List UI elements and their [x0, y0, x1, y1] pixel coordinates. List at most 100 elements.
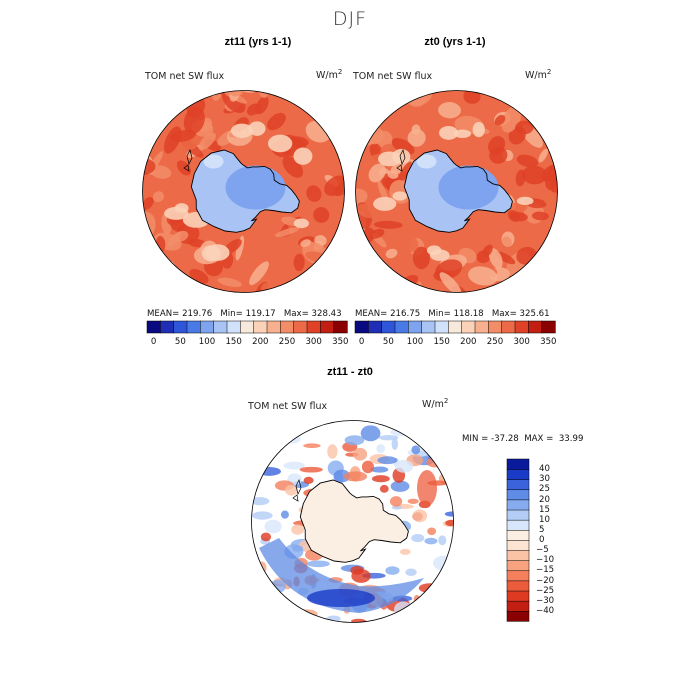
colorbar-swatch	[506, 468, 530, 480]
colorbar-tick-label: 350	[540, 337, 557, 347]
colorbar-swatch	[528, 320, 543, 334]
colorbar-ticks-1: 0 50 100 150 200 250 300 350	[147, 337, 349, 349]
colorbar-swatch	[506, 560, 530, 572]
colorbar-3	[506, 458, 530, 622]
colorbar-tick-label: 15	[539, 504, 550, 515]
map-border	[355, 90, 558, 293]
map-border	[251, 420, 454, 623]
units-label-1: W/m2	[316, 68, 343, 82]
mean-value-1: 219.76	[182, 309, 213, 319]
colorbar-tick-label: −5	[536, 545, 549, 556]
colorbar-swatch	[306, 320, 321, 334]
colorbar-tick-label: 40	[539, 464, 550, 475]
colorbar-tick-label: 150	[225, 337, 242, 347]
colorbar-ticks-3: 40 30 25 20 15 10 5 0 −5 −10 −15 −20 −25 −30 −40	[536, 459, 576, 621]
panel-title-2: zt0 (yrs 1-1)	[424, 36, 486, 48]
colorbar-tick-label: 20	[539, 494, 550, 505]
colorbar-swatch	[146, 320, 161, 334]
colorbar-tick-label: 150	[433, 337, 450, 347]
colorbar-swatch	[226, 320, 241, 334]
colorbar-swatch	[421, 320, 436, 334]
colorbar-swatch	[173, 320, 188, 334]
colorbar-swatch	[280, 320, 295, 334]
colorbar-tick-label: 300	[305, 337, 322, 347]
figure-title: DJF	[332, 8, 368, 30]
min-value-2: 118.18	[453, 309, 484, 319]
colorbar-tick-label: −10	[536, 555, 555, 566]
colorbar-tick-label: 250	[486, 337, 504, 347]
colorbar-swatch	[186, 320, 201, 334]
variable-label-1: TOM net SW flux	[145, 71, 225, 82]
max-value-1: 328.43	[311, 309, 342, 319]
map-border	[142, 90, 345, 293]
colorbar-swatch	[160, 320, 175, 334]
colorbar-tick-label: 50	[382, 337, 394, 347]
colorbar-tick-label: −25	[536, 585, 555, 596]
colorbar-2	[354, 320, 556, 334]
colorbar-swatch	[506, 580, 530, 592]
colorbar-swatch	[514, 320, 529, 334]
colorbar-swatch	[240, 320, 255, 334]
colorbar-tick-label: 100	[406, 337, 424, 347]
colorbar-swatch	[293, 320, 308, 334]
colorbar-tick-label: 350	[332, 337, 349, 347]
colorbar-swatch	[506, 600, 530, 612]
colorbar-swatch	[320, 320, 335, 334]
colorbar-tick-label: −20	[536, 575, 555, 586]
colorbar-tick-label: 300	[513, 337, 530, 347]
colorbar-tick-label: −30	[536, 595, 555, 606]
colorbar-swatch	[506, 590, 530, 602]
colorbar-tick-label: 30	[539, 474, 550, 485]
colorbar-swatch	[506, 539, 530, 551]
min-value-1: 119.17	[245, 309, 276, 319]
colorbar-swatch	[506, 570, 530, 582]
colorbar-tick-label: 100	[198, 337, 216, 347]
colorbar-swatch	[506, 610, 530, 622]
colorbar-tick-label: 0	[539, 535, 545, 545]
colorbar-swatch	[506, 549, 530, 561]
colorbar-swatch	[506, 489, 530, 501]
variable-label-3: TOM net SW flux	[248, 401, 328, 412]
colorbar-swatch	[434, 320, 449, 334]
colorbar-tick-label: −15	[536, 565, 555, 576]
colorbar-tick-label: 200	[252, 337, 269, 347]
stats-line-2: MEAN= 216.75 Min= 118.18 Max= 325.61	[355, 309, 550, 319]
colorbar-tick-label: 50	[174, 337, 186, 347]
colorbar-swatch	[333, 320, 348, 334]
antarctica-coastline	[299, 479, 409, 563]
colorbar-tick-label: 5	[539, 524, 545, 535]
colorbar-swatch	[461, 320, 476, 334]
polar-map-3	[251, 420, 454, 623]
colorbar-swatch	[541, 320, 556, 334]
colorbar-swatch	[368, 320, 383, 334]
panel-title-1: zt11 (yrs 1-1)	[224, 36, 292, 48]
colorbar-swatch	[408, 320, 423, 334]
colorbar-swatch	[506, 529, 530, 541]
colorbar-swatch	[354, 320, 369, 334]
antarctica-coastline	[403, 149, 513, 233]
colorbar-swatch	[506, 458, 530, 470]
colorbar-swatch	[213, 320, 228, 334]
variable-label-2: TOM net SW flux	[353, 71, 433, 82]
colorbar-swatch	[200, 320, 215, 334]
polar-map-2	[355, 90, 558, 293]
polar-map-1	[142, 90, 345, 293]
colorbar-swatch	[488, 320, 503, 334]
units-label-2: W/m2	[525, 68, 552, 82]
colorbar-tick-label: 0	[358, 337, 365, 347]
colorbar-1	[146, 320, 348, 334]
colorbar-tick-label: −40	[536, 605, 555, 616]
colorbar-swatch	[394, 320, 409, 334]
panel-title-3: zt11 - zt0	[327, 366, 373, 378]
colorbar-tick-label: 10	[539, 514, 550, 525]
max-value-2: 325.61	[519, 309, 550, 319]
colorbar-swatch	[448, 320, 463, 334]
colorbar-swatch	[506, 509, 530, 521]
colorbar-tick-label: 0	[150, 337, 157, 347]
colorbar-swatch	[474, 320, 489, 334]
colorbar-swatch	[501, 320, 516, 334]
colorbar-swatch	[506, 519, 530, 531]
colorbar-tick-label: 25	[539, 484, 550, 495]
colorbar-tick-label: 250	[278, 337, 296, 347]
colorbar-swatch	[381, 320, 396, 334]
